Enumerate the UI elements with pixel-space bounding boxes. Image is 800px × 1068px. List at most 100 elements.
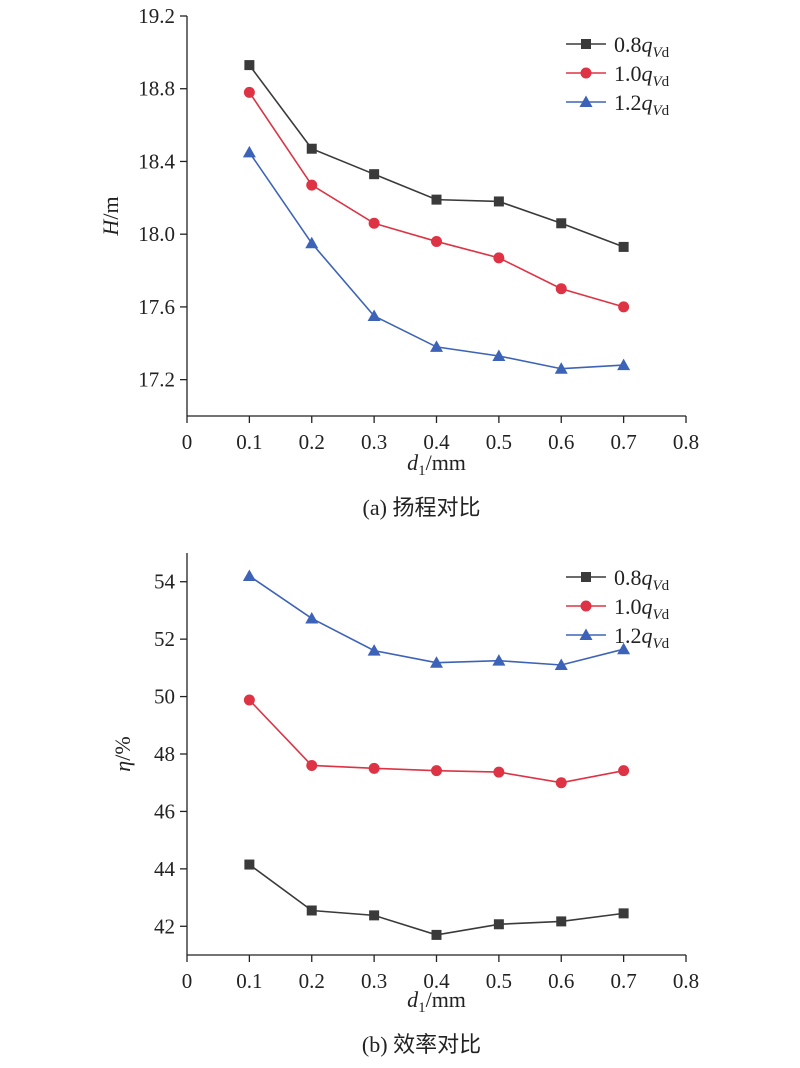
data-point-0.8 xyxy=(431,929,442,940)
data-point-1.0 xyxy=(368,217,380,229)
y-tick-label: 17.6 xyxy=(138,295,175,319)
y-tick-label: 50 xyxy=(154,685,175,709)
y-tick-label: 54 xyxy=(154,570,176,594)
legend-label: 1.0qVd xyxy=(614,61,670,90)
data-point-1.2 xyxy=(430,656,443,668)
data-point-0.8 xyxy=(493,196,504,207)
data-point-1.0 xyxy=(431,235,442,247)
chart-caption: (b) 效率对比 xyxy=(362,1032,481,1057)
axis-layer: 0 0.1 0.2 0.3 0.4 0.5 0.6 0.7 0.8 42 44 46 48 50 52 54 xyxy=(154,570,699,993)
data-point-0.8 xyxy=(306,905,317,916)
data-point-1.2 xyxy=(554,362,568,374)
data-point-1.2 xyxy=(617,358,631,371)
data-point-1.2 xyxy=(554,658,568,670)
y-tick-label: 18.8 xyxy=(138,77,175,101)
x-tick-label: 0.2 xyxy=(299,430,325,454)
chart-caption: (a) 扬程对比 xyxy=(363,495,481,520)
series-line-0.8 xyxy=(248,64,624,248)
legend-label: 1.2qVd xyxy=(614,90,670,119)
y-axis-label: H/m xyxy=(98,196,123,236)
y-axis-label-symbol: η xyxy=(110,761,135,772)
x-tick-label: 0.8 xyxy=(673,969,699,993)
data-point-0.8 xyxy=(244,859,255,870)
data-point-1.2 xyxy=(430,340,443,352)
plot-frame xyxy=(186,16,686,417)
legend-label: 1.2qVd xyxy=(614,623,670,652)
x-tick-label: 0 xyxy=(182,430,193,454)
x-tick-label: 0.7 xyxy=(611,430,637,454)
chart-head-comparison: 0 0.1 0.2 0.3 0.4 0.5 0.6 0.7 0.8 17.2 17.6 18.0 18.… xyxy=(98,4,699,520)
legend-item-0.8: 0.8qVd xyxy=(566,32,670,61)
x-axis-label-symbol: d xyxy=(407,450,419,475)
data-point-1.0 xyxy=(243,694,255,706)
data-point-0.8 xyxy=(369,910,380,921)
data-point-0.8 xyxy=(618,908,629,919)
x-axis-label: d1/mm xyxy=(407,450,466,479)
y-axis-label-unit: /m xyxy=(98,196,123,219)
x-tick-label: 0.5 xyxy=(486,430,512,454)
x-tick-label: 0.4 xyxy=(423,969,450,993)
x-tick-label: 0.3 xyxy=(361,969,387,993)
data-point-0.8 xyxy=(244,60,255,71)
data-point-1.2 xyxy=(305,236,319,249)
legend-label: 1.0qVd xyxy=(614,594,670,623)
legend-label: 0.8qVd xyxy=(614,565,670,594)
y-tick-label: 52 xyxy=(154,627,175,651)
data-point-1.2 xyxy=(617,642,631,655)
x-tick-label: 0.6 xyxy=(548,969,574,993)
y-tick-label: 18.4 xyxy=(138,149,175,173)
data-point-0.8 xyxy=(618,241,629,252)
y-tick-label: 17.2 xyxy=(138,368,175,392)
data-point-0.8 xyxy=(369,169,380,180)
legend-label: 0.8qVd xyxy=(614,32,670,61)
x-tick-label: 0.2 xyxy=(299,969,325,993)
x-tick-label: 0.1 xyxy=(236,430,262,454)
data-point-1.0 xyxy=(555,283,567,295)
data-point-0.8 xyxy=(431,194,442,205)
series-layer xyxy=(242,569,631,940)
legend-item-1.2: 1.2qVd xyxy=(566,90,670,119)
x-tick-label: 0 xyxy=(182,969,193,993)
legend-item-1.0: 1.0qVd xyxy=(566,594,670,623)
y-tick-label: 44 xyxy=(154,857,176,881)
data-point-1.2 xyxy=(242,569,256,581)
data-point-1.2 xyxy=(492,654,506,666)
x-tick-label: 0.5 xyxy=(486,969,512,993)
chart-efficiency-comparison: 0 0.1 0.2 0.3 0.4 0.5 0.6 0.7 0.842444648505254 … xyxy=(110,553,699,1057)
x-tick-label: 0.8 xyxy=(673,430,699,454)
legend-marker xyxy=(580,67,592,79)
x-tick-label: 0.1 xyxy=(236,969,262,993)
y-tick-label: 46 xyxy=(154,799,175,823)
data-point-1.2 xyxy=(305,611,319,624)
series-line-0.8 xyxy=(248,863,624,936)
series-line-1.2 xyxy=(248,575,624,666)
data-point-1.0 xyxy=(431,765,442,777)
data-point-1.0 xyxy=(618,765,630,777)
data-point-1.0 xyxy=(306,179,318,191)
data-point-1.2 xyxy=(367,644,381,656)
legend-marker xyxy=(581,572,591,582)
legend-item-1.0: 1.0qVd xyxy=(566,61,670,90)
data-point-1.2 xyxy=(367,309,381,321)
axis-layer: 0 0.1 0.2 0.3 0.4 0.5 0.6 0.7 0.8 17.2 17.6 18.0 18.… xyxy=(138,4,699,454)
y-tick-label: 19.2 xyxy=(138,4,175,28)
legend-marker xyxy=(581,39,591,49)
series-line-1.2 xyxy=(248,151,624,370)
plot-frame xyxy=(186,553,686,956)
x-tick-label: 0.4 xyxy=(423,430,450,454)
x-axis-label: d1/mm xyxy=(407,987,466,1016)
legend-item-1.2: 1.2qVd xyxy=(566,623,670,652)
legend-item-0.8: 0.8qVd xyxy=(566,565,670,594)
data-point-0.8 xyxy=(556,218,567,229)
y-axis-label-symbol: H xyxy=(98,219,123,237)
x-axis-label-unit: /mm xyxy=(426,450,466,475)
data-point-1.0 xyxy=(555,777,567,789)
data-point-1.0 xyxy=(368,762,380,774)
x-axis-label-subscript: 1 xyxy=(418,463,426,479)
x-axis-label-subscript: 1 xyxy=(418,1000,426,1016)
data-point-0.8 xyxy=(493,919,504,930)
legend-marker xyxy=(580,600,592,612)
series-layer xyxy=(242,60,631,374)
